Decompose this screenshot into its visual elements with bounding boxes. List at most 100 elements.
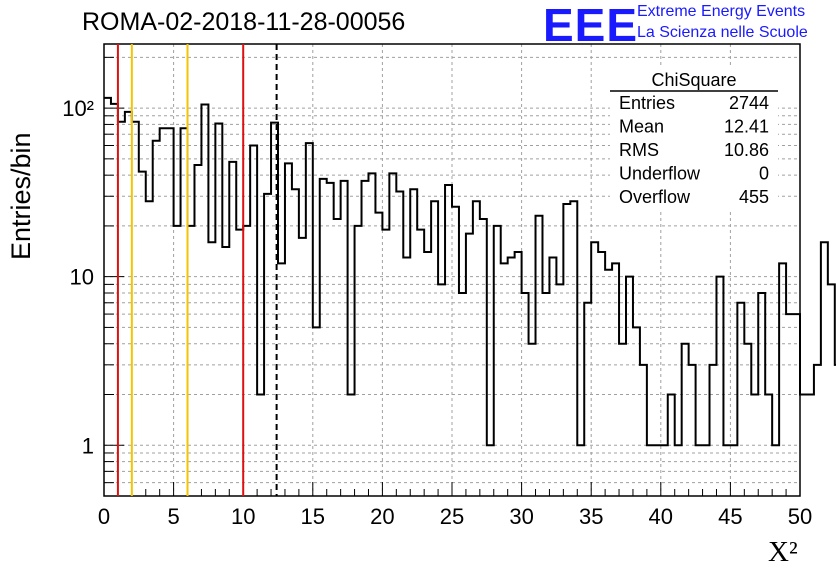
histogram-bin: [730, 445, 737, 496]
histogram-bin: [466, 234, 473, 496]
histogram-bin: [160, 128, 167, 496]
histogram-bin: [786, 314, 793, 496]
stats-value: 10.86: [724, 140, 769, 160]
x-tick-label: 0: [98, 504, 110, 529]
histogram-bin: [542, 293, 549, 496]
x-tick-label: 20: [370, 504, 394, 529]
histogram-bin: [327, 183, 334, 496]
histogram-bin: [828, 284, 835, 496]
histogram-bin: [710, 365, 717, 496]
histogram-bin: [779, 263, 786, 496]
histogram-bin: [285, 163, 292, 496]
histogram-bin: [229, 162, 236, 496]
histogram-bin: [313, 327, 320, 496]
histogram-bin: [807, 395, 814, 496]
histogram-bin: [111, 104, 118, 496]
chart-title: ROMA-02-2018-11-28-00056: [82, 8, 406, 36]
histogram-bin: [716, 277, 723, 496]
histogram-bin: [118, 122, 125, 496]
histogram-bin: [529, 344, 536, 496]
histogram-bin: [389, 173, 396, 496]
histogram-bin: [431, 201, 438, 496]
histogram-bin: [341, 181, 348, 496]
histogram-bin: [556, 284, 563, 496]
histogram-bin: [167, 128, 174, 496]
histogram-bin: [438, 284, 445, 496]
stats-value: 455: [739, 187, 769, 207]
histogram-bin: [584, 303, 591, 496]
histogram-bin: [515, 252, 522, 496]
histogram-bin: [494, 226, 501, 496]
histogram-bin: [793, 314, 800, 496]
stats-box: [610, 66, 778, 210]
histogram-bin: [396, 192, 403, 496]
histogram-bin: [278, 263, 285, 496]
stats-title: ChiSquare: [651, 70, 736, 90]
stats-value: 12.41: [724, 117, 769, 137]
histogram-bin: [257, 395, 264, 496]
histogram-bin: [355, 226, 362, 496]
histogram-bin: [675, 445, 682, 496]
histogram-bin: [334, 219, 341, 496]
histogram-bin: [737, 303, 744, 496]
histogram-bin: [417, 230, 424, 496]
histogram-bin: [549, 257, 556, 496]
x-tick-label: 5: [167, 504, 179, 529]
histogram-bin: [619, 344, 626, 496]
histogram-bin: [132, 122, 139, 496]
stats-label: RMS: [619, 140, 659, 160]
stats-label: Entries: [619, 93, 675, 113]
histogram-bin: [403, 257, 410, 496]
logo-subtitle-2: La Scienza nelle Scuole: [637, 24, 808, 41]
histogram-bin: [306, 143, 313, 496]
histogram-bin: [201, 105, 208, 496]
histogram-bin: [626, 277, 633, 496]
histogram-bin: [424, 252, 431, 496]
x-tick-label: 50: [788, 504, 812, 529]
x-tick-label: 30: [509, 504, 533, 529]
histogram-bin: [633, 327, 640, 496]
histogram-bin: [487, 445, 494, 496]
histogram-bin: [174, 226, 181, 496]
histogram-bin: [536, 216, 543, 496]
histogram-bin: [452, 207, 459, 496]
histogram-bin: [445, 185, 452, 496]
histogram-bin: [501, 263, 508, 496]
histogram-bin: [194, 165, 201, 496]
histogram-bin: [188, 226, 195, 496]
histogram-bin: [236, 230, 243, 496]
histogram-bin: [772, 445, 779, 496]
histogram-bin: [522, 293, 529, 496]
histogram-bin: [264, 194, 271, 496]
x-tick-label: 45: [718, 504, 742, 529]
eee-logo: EEE: [543, 0, 639, 51]
stats-label: Mean: [619, 117, 664, 137]
histogram-bin: [215, 124, 222, 496]
histogram-bin: [682, 344, 689, 496]
histogram-bin: [222, 247, 229, 496]
histogram-bin: [250, 145, 257, 496]
histogram-bin: [382, 230, 389, 496]
histogram-bin: [348, 395, 355, 496]
x-tick-label: 40: [649, 504, 673, 529]
histogram-bin: [473, 201, 480, 496]
y-tick-label: 1: [82, 433, 94, 458]
histogram-bin: [570, 201, 577, 496]
histogram-bin: [758, 293, 765, 496]
histogram-bin: [703, 445, 710, 496]
histogram-bin: [368, 173, 375, 496]
histogram-bin: [598, 252, 605, 496]
histogram-bin: [661, 445, 668, 496]
histogram-bin: [292, 189, 299, 496]
histogram-bin: [751, 395, 758, 496]
stats-value: 0: [759, 164, 769, 184]
histogram-bin: [723, 445, 730, 496]
stats-value: 2744: [729, 93, 769, 113]
histogram-bin: [508, 257, 515, 496]
histogram-bin: [208, 242, 215, 496]
y-tick-label: 10²: [62, 96, 94, 121]
histogram-bin: [104, 98, 111, 496]
histogram-bin: [814, 365, 821, 496]
stats-label: Underflow: [619, 164, 701, 184]
